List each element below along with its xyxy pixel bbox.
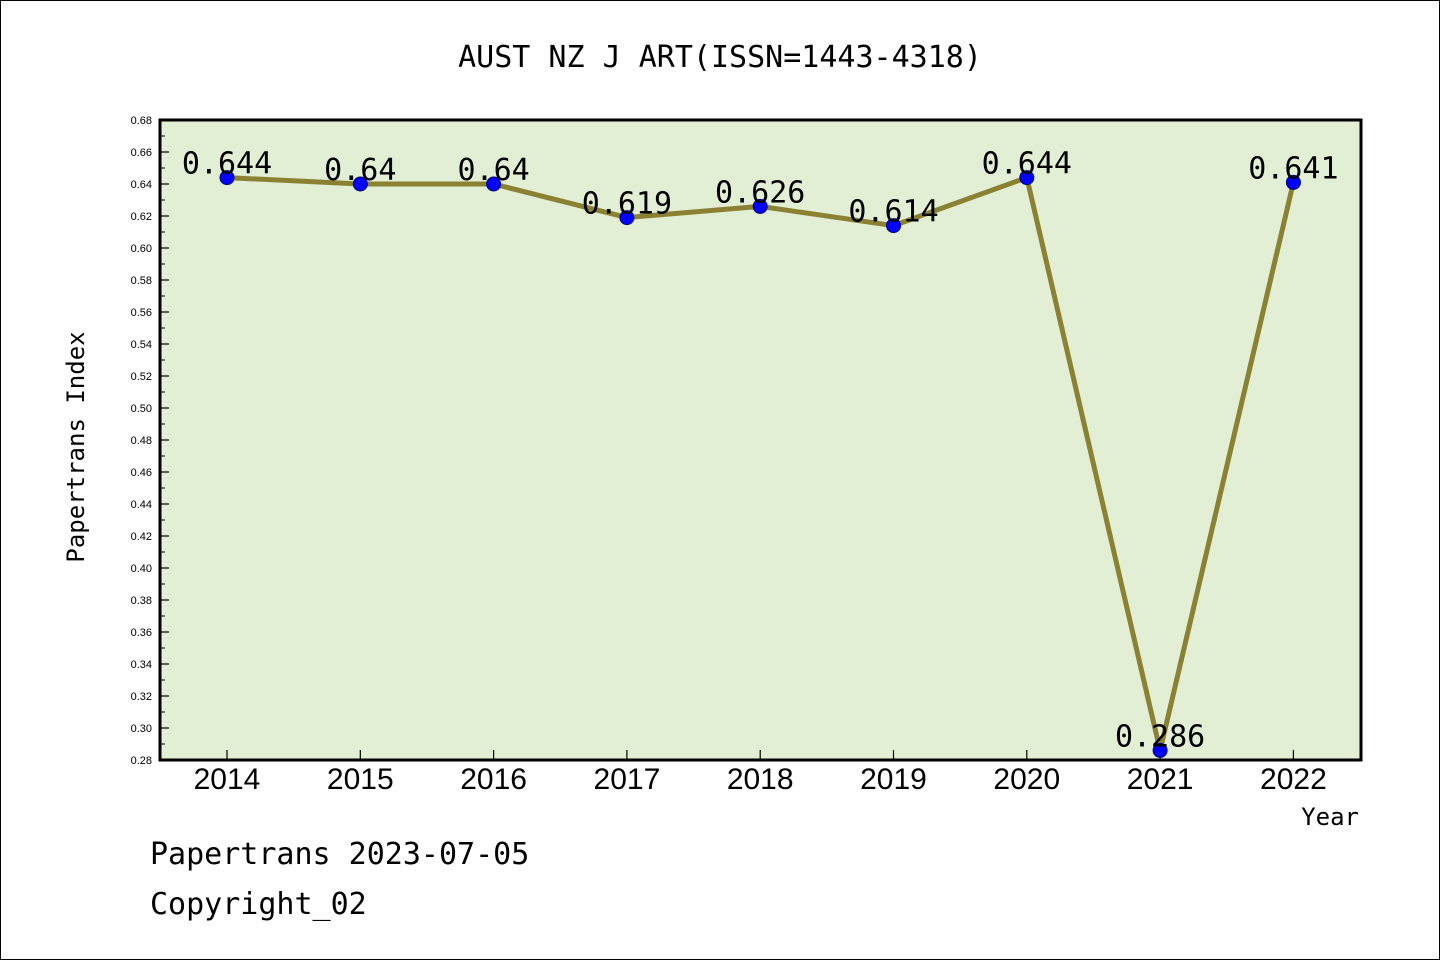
x-tick-label: 2019 (860, 763, 927, 796)
x-tick-label: 2014 (194, 763, 261, 796)
footer-date: Papertrans 2023-07-05 (150, 837, 529, 872)
y-tick-label: 0.40 (131, 563, 152, 575)
x-axis-label: Year (1301, 803, 1359, 831)
y-tick-label: 0.32 (131, 691, 152, 703)
data-point (1285, 174, 1301, 190)
x-axis: 2014 2015 2016 2017 2018 2019 2020 2021 2022 (194, 750, 1327, 796)
data-label: 0.626 (715, 175, 805, 210)
y-tick-label: 0.52 (131, 371, 152, 383)
x-tick-label: 2017 (594, 763, 661, 796)
data-label: 0.641 (1248, 151, 1338, 186)
y-tick-label: 0.50 (131, 403, 152, 415)
y-tick-label: 0.68 (131, 115, 152, 127)
plot-border (158, 118, 1363, 762)
data-points-group (219, 170, 1301, 758)
data-label: 0.64 (324, 153, 396, 188)
y-tick-label: 0.60 (131, 243, 152, 255)
y-tick-label: 0.38 (131, 595, 152, 607)
y-tick-label: 0.42 (131, 531, 152, 543)
data-labels-group: 0.644 0.64 0.64 0.619 0.626 0.614 0.644 0.286 0.… (182, 147, 1339, 755)
data-label: 0.64 (457, 153, 529, 188)
y-tick-label: 0.56 (131, 307, 152, 319)
x-tick-label: 2021 (1127, 763, 1194, 796)
data-label: 0.614 (848, 195, 938, 230)
data-point (219, 170, 235, 186)
y-tick-label: 0.62 (131, 211, 152, 223)
x-tick-label: 2018 (727, 763, 794, 796)
y-tick-label: 0.54 (131, 339, 152, 351)
x-tick-label: 2022 (1260, 763, 1327, 796)
footer-copyright: Copyright_02 (150, 887, 367, 922)
y-axis: 0.28 0.30 0.32 0.34 0.36 0.38 0.40 0.42 0.44 0.46… (131, 115, 169, 767)
y-tick-label: 0.36 (131, 627, 152, 639)
y-tick-label: 0.48 (131, 435, 152, 447)
data-point (486, 176, 502, 192)
y-tick-label: 0.58 (131, 275, 152, 287)
data-label: 0.644 (982, 147, 1072, 182)
data-point (752, 198, 768, 214)
data-point (886, 218, 901, 234)
data-label: 0.619 (582, 187, 672, 222)
data-point (1152, 742, 1168, 758)
y-axis-label: Papertrans Index (62, 331, 90, 562)
data-label: 0.286 (1115, 719, 1205, 754)
data-point (619, 210, 635, 226)
data-point (1019, 170, 1035, 186)
y-tick-label: 0.66 (131, 147, 152, 159)
y-tick-label: 0.30 (131, 723, 152, 735)
x-tick-label: 2020 (993, 763, 1060, 796)
y-tick-label: 0.64 (131, 179, 152, 191)
y-tick-label: 0.34 (131, 659, 152, 671)
y-tick-label: 0.28 (131, 755, 152, 767)
x-tick-label: 2016 (460, 763, 527, 796)
data-point (352, 176, 368, 192)
y-tick-label: 0.44 (131, 499, 152, 511)
data-label: 0.644 (182, 147, 272, 182)
y-tick-label: 0.46 (131, 467, 152, 479)
x-tick-label: 2015 (327, 763, 394, 796)
chart-title: AUST NZ J ART(ISSN=1443-4318) (458, 40, 982, 75)
plot-area (160, 120, 1361, 760)
